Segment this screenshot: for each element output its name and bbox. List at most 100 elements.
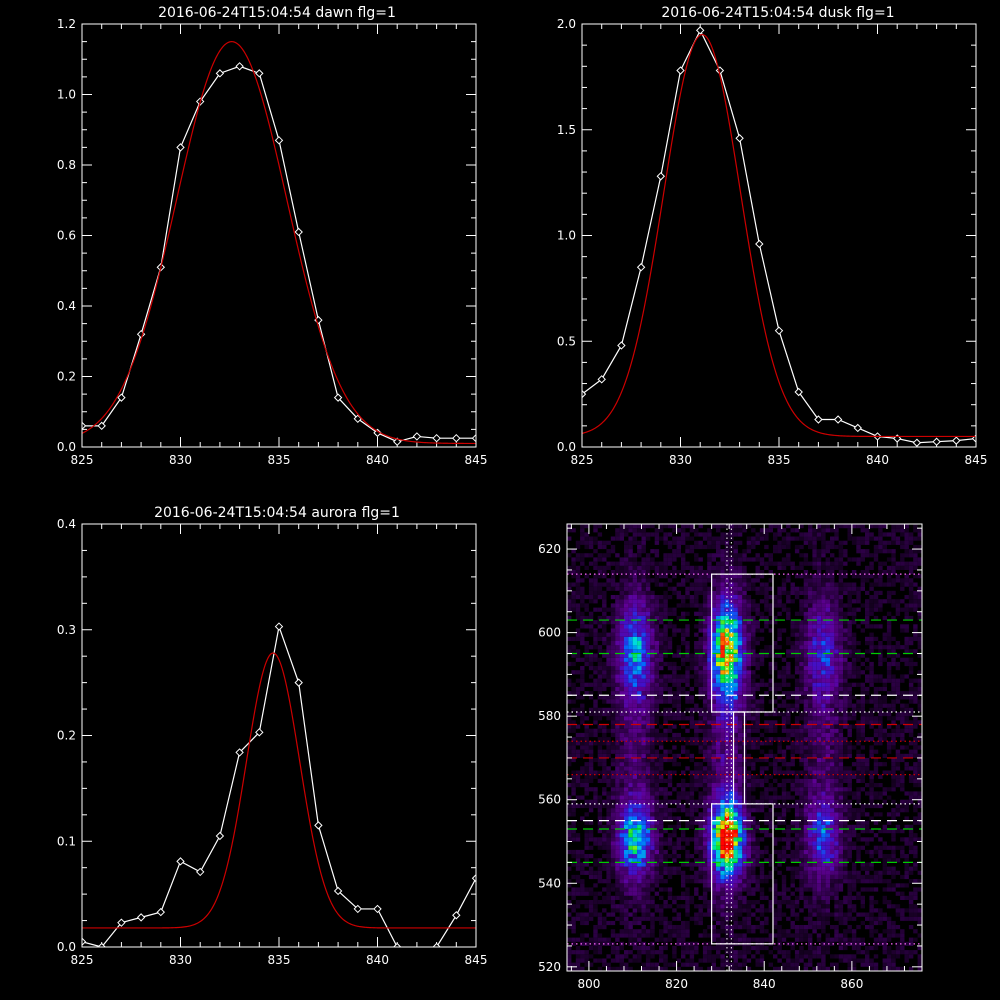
data-point <box>412 432 422 441</box>
dawn-spectrum-panel: 2016-06-24T15:04:54 dawn flg=1 825 830 835… <box>57 5 488 467</box>
gaussian-fit-line <box>82 41 476 445</box>
x-tick-label: 840 <box>366 953 389 967</box>
y-tick-label: 0.4 <box>57 517 76 531</box>
x-tick-label: 825 <box>571 453 594 467</box>
y-tick-label: 0.3 <box>57 623 76 637</box>
data-point <box>452 911 461 920</box>
y-tick-label: 0.0 <box>557 440 576 454</box>
x-tick-label: 845 <box>465 453 488 467</box>
extraction-box <box>732 711 746 805</box>
y-tick-label: 600 <box>538 626 561 640</box>
data-point <box>676 66 685 75</box>
data-point <box>215 69 225 78</box>
data-point <box>314 821 323 830</box>
data-point <box>432 942 441 947</box>
y-tick-label: 580 <box>538 709 561 723</box>
data-point <box>452 433 461 443</box>
data-point <box>853 423 863 433</box>
data-point <box>636 263 646 272</box>
x-tick-label: 830 <box>169 453 192 467</box>
data-point <box>97 942 106 947</box>
aurora-chart-title: 2016-06-24T15:04:54 aurora flg=1 <box>154 505 400 521</box>
plot-frame <box>581 23 977 448</box>
y-tick-label: 0.6 <box>57 229 76 243</box>
data-point <box>333 886 343 896</box>
plot-frame <box>81 23 477 448</box>
plot-frame <box>566 523 923 972</box>
data-point <box>582 389 587 399</box>
data-point <box>392 437 402 446</box>
x-tick-label: 860 <box>840 977 863 991</box>
y-tick-label: 1.5 <box>557 123 576 137</box>
data-point <box>294 227 303 237</box>
plot-area <box>82 41 476 446</box>
y-tick-label: 0.2 <box>57 370 76 384</box>
data-point <box>617 341 626 350</box>
x-tick-label: 840 <box>866 453 889 467</box>
data-point <box>597 375 606 384</box>
x-tick-label: 825 <box>71 453 94 467</box>
x-tick-label: 840 <box>366 453 389 467</box>
x-tick-label: 835 <box>268 453 291 467</box>
heatmap-pixels <box>567 524 922 971</box>
plot-frame <box>81 523 477 948</box>
y-tick-label: 2.0 <box>557 17 576 31</box>
data-point <box>176 143 185 152</box>
data-point <box>176 857 185 866</box>
data-point <box>814 415 823 424</box>
data-point <box>373 428 382 438</box>
y-tick-label: 560 <box>538 793 561 807</box>
data-point <box>833 415 843 424</box>
y-tick-label: 0.8 <box>57 158 76 172</box>
y-tick-label: 0.0 <box>57 940 76 954</box>
y-tick-label: 0.5 <box>557 334 576 348</box>
gaussian-fit-line <box>82 652 476 929</box>
data-point <box>952 436 961 445</box>
y-tick-label: 0.2 <box>57 729 76 743</box>
data-point <box>353 904 363 914</box>
data-point <box>294 678 303 687</box>
data-point <box>82 937 87 946</box>
data-point <box>912 438 922 447</box>
data-point <box>235 748 244 757</box>
y-tick-label: 520 <box>538 960 561 974</box>
aurora-spectrum-panel: 2016-06-24T15:04:54 aurora flg=1 825 830 8… <box>57 505 488 967</box>
y-tick-label: 1.0 <box>557 229 576 243</box>
data-point <box>274 136 284 145</box>
x-tick-label: 840 <box>753 977 776 991</box>
y-tick-label: 1.2 <box>57 17 76 31</box>
data-point <box>136 913 146 922</box>
data-point <box>774 326 784 335</box>
y-tick-label: 0.4 <box>57 299 76 313</box>
dusk-chart-title: 2016-06-24T15:04:54 dusk flg=1 <box>661 5 894 21</box>
y-tick-label: 620 <box>538 542 561 556</box>
data-point <box>333 393 343 402</box>
spectral-image-panel: 800 820 840 860 520 540 560 580 600 620 <box>538 523 923 991</box>
plot-area <box>582 26 976 447</box>
data-point <box>235 62 244 71</box>
x-tick-label: 830 <box>169 953 192 967</box>
data-point <box>274 622 284 631</box>
x-tick-label: 830 <box>669 453 692 467</box>
data-point <box>255 728 264 737</box>
x-tick-label: 820 <box>665 977 688 991</box>
data-point <box>471 874 476 883</box>
y-tick-label: 540 <box>538 876 561 890</box>
data-point <box>373 904 382 914</box>
gaussian-fit-line <box>582 33 976 438</box>
data-point <box>215 831 225 841</box>
dusk-spectrum-panel: 2016-06-24T15:04:54 dusk flg=1 825 830 835… <box>557 5 988 467</box>
data-point <box>755 239 764 249</box>
x-tick-label: 845 <box>965 453 988 467</box>
y-tick-label: 0.0 <box>57 440 76 454</box>
data-point <box>932 437 941 446</box>
x-tick-label: 800 <box>577 977 600 991</box>
data-point <box>117 918 126 927</box>
y-tick-label: 0.1 <box>57 834 76 848</box>
x-tick-label: 845 <box>465 953 488 967</box>
data-point <box>195 867 205 877</box>
plot-area <box>82 622 476 947</box>
data-point <box>656 172 666 181</box>
data-point <box>97 421 106 431</box>
